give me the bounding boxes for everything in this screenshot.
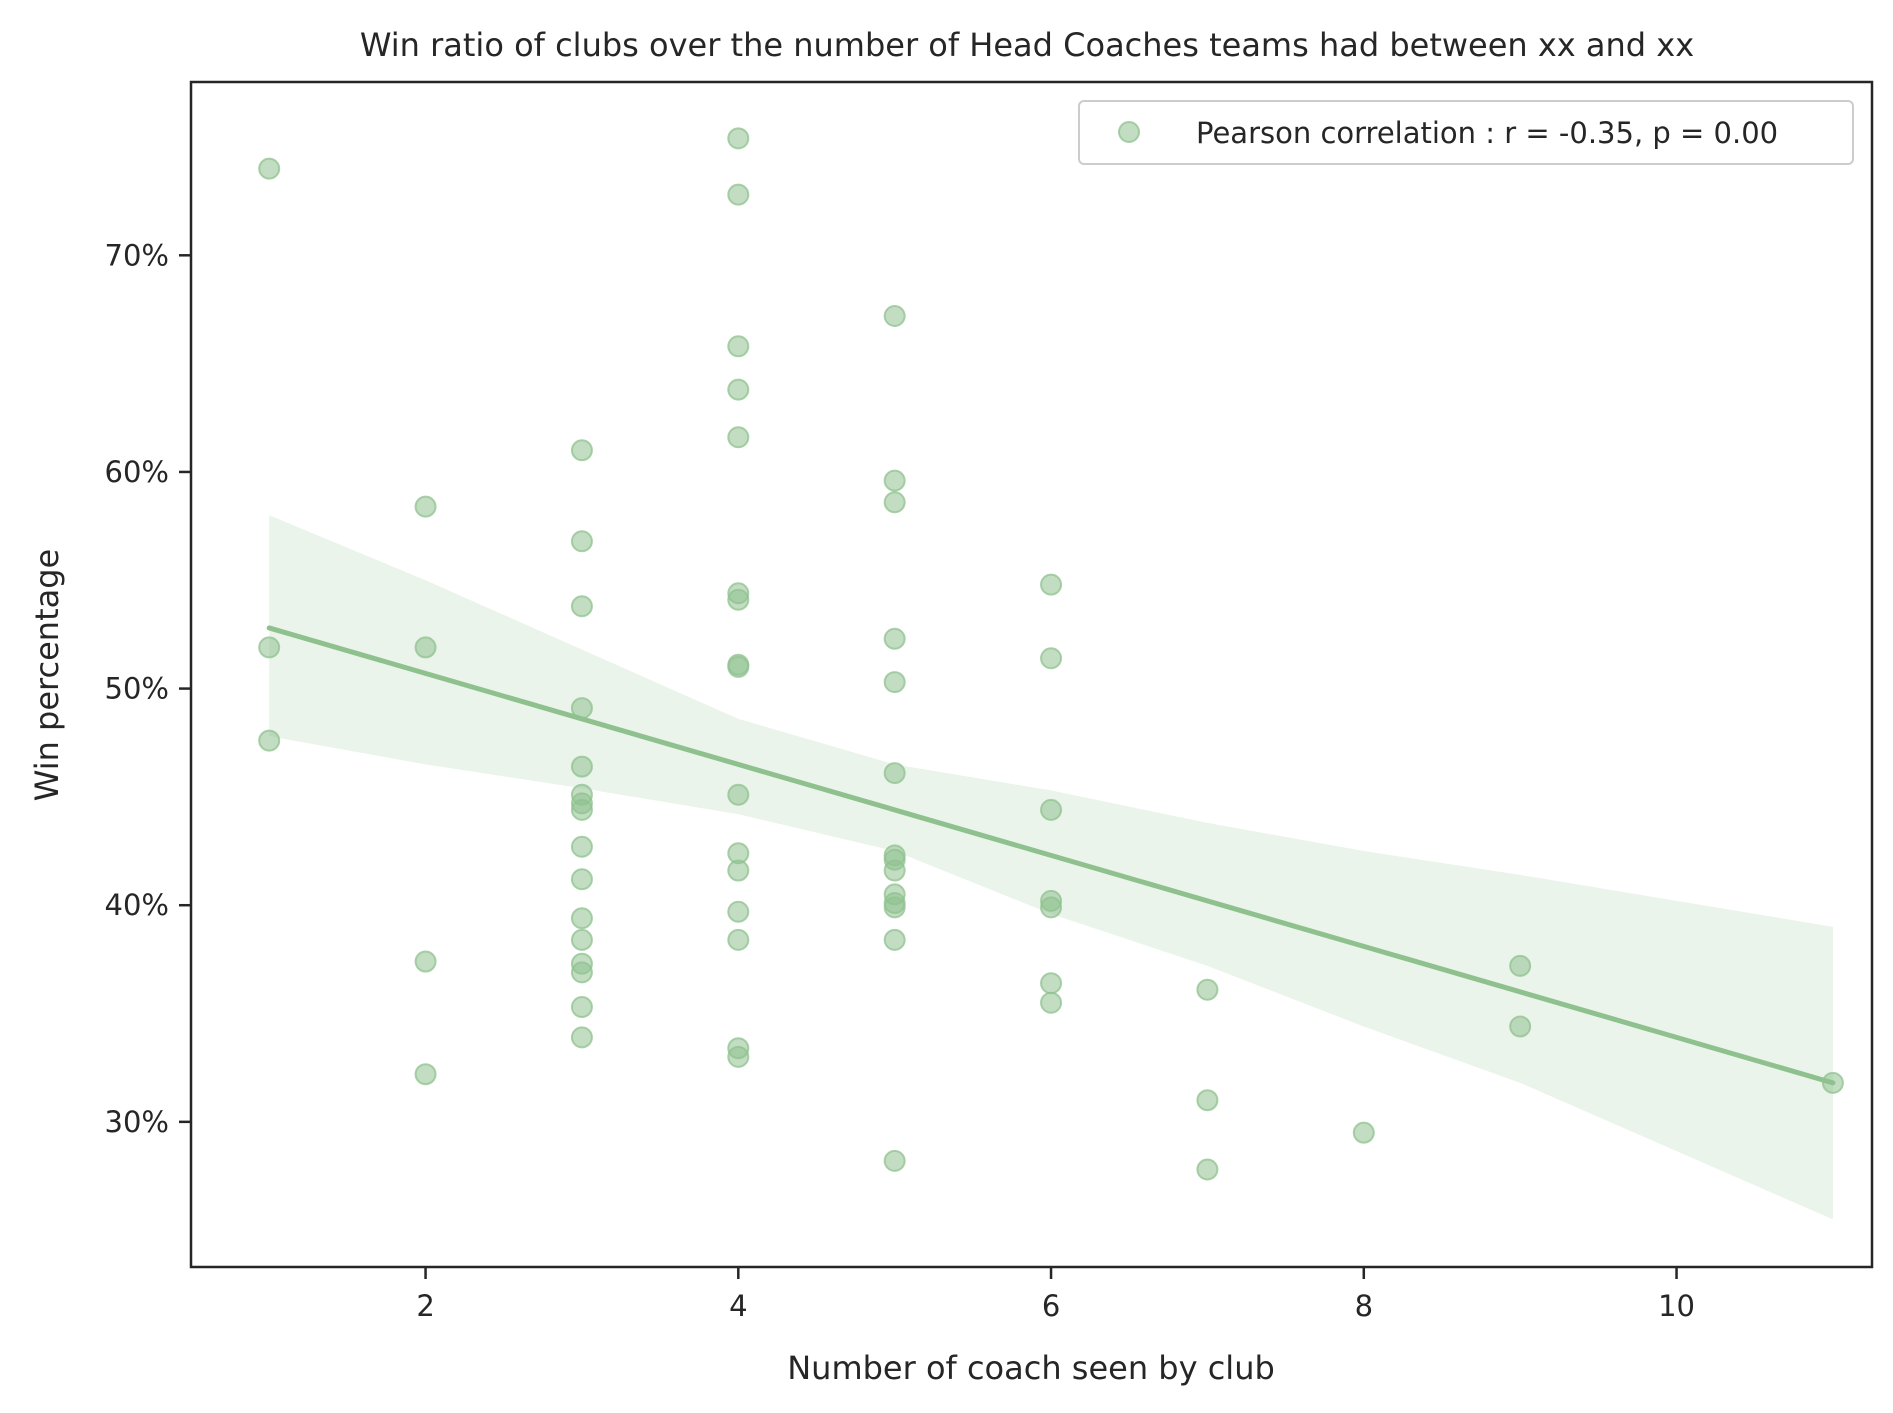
y-axis-label: Win percentage <box>28 549 66 801</box>
data-point <box>570 439 593 462</box>
data-point <box>414 636 437 659</box>
regression-line-layer <box>266 625 1836 1086</box>
data-point <box>727 900 750 923</box>
data-point <box>1196 978 1219 1001</box>
data-point <box>727 588 750 611</box>
data-point <box>1509 1015 1532 1038</box>
plot-area <box>189 80 1874 1269</box>
data-point <box>258 157 281 180</box>
data-point <box>883 762 906 785</box>
x-tick-label: 10 <box>1658 1289 1695 1323</box>
legend-box <box>1078 100 1854 165</box>
data-point <box>883 671 906 694</box>
data-point <box>1040 798 1063 821</box>
data-point <box>570 996 593 1019</box>
data-point <box>570 798 593 821</box>
data-point <box>727 335 750 358</box>
data-point <box>727 183 750 206</box>
regression-line <box>266 625 1836 1086</box>
data-point <box>727 859 750 882</box>
data-point <box>414 950 437 973</box>
data-point <box>1196 1089 1219 1112</box>
data-point <box>1040 991 1063 1014</box>
data-point <box>727 426 750 449</box>
data-point <box>883 491 906 514</box>
data-point <box>883 1149 906 1172</box>
data-point <box>570 530 593 553</box>
data-point <box>727 783 750 806</box>
x-tick-label: 4 <box>729 1289 747 1323</box>
y-tick-label: 70% <box>105 238 169 272</box>
data-point <box>727 127 750 150</box>
data-point <box>883 928 906 951</box>
x-tick-label: 8 <box>1355 1289 1373 1323</box>
data-point <box>883 304 906 327</box>
data-point <box>570 1026 593 1049</box>
data-point <box>414 1063 437 1086</box>
legend: Pearson correlation : r = -0.35, p = 0.0… <box>1078 100 1854 165</box>
data-point <box>1196 1158 1219 1181</box>
data-point <box>570 835 593 858</box>
data-point <box>883 859 906 882</box>
data-point <box>570 961 593 984</box>
data-point <box>570 928 593 951</box>
confidence-band <box>269 515 1833 1220</box>
x-axis: 2 4 6 8 10 <box>416 1267 1695 1323</box>
data-point <box>1821 1071 1844 1094</box>
y-tick-label: 40% <box>105 888 169 922</box>
data-point <box>883 896 906 919</box>
legend-marker <box>1118 121 1140 143</box>
data-point <box>883 469 906 492</box>
data-points-layer <box>258 127 1844 1181</box>
data-point <box>570 907 593 930</box>
y-tick-label: 30% <box>105 1105 169 1139</box>
x-axis-label: Number of coach seen by club <box>787 1349 1275 1387</box>
data-point <box>883 627 906 650</box>
x-tick-label: 2 <box>416 1289 434 1323</box>
plot-frame <box>189 80 1874 1269</box>
data-point <box>727 655 750 678</box>
data-point <box>1040 647 1063 670</box>
data-point <box>1040 896 1063 919</box>
data-point <box>727 1045 750 1068</box>
legend-entry: Pearson correlation : r = -0.35, p = 0.0… <box>1196 116 1778 150</box>
y-tick-label: 60% <box>105 455 169 489</box>
chart-title: Win ratio of clubs over the number of He… <box>360 26 1694 64</box>
data-point <box>727 928 750 951</box>
data-point <box>1509 954 1532 977</box>
data-point <box>1040 573 1063 596</box>
data-point <box>1352 1121 1375 1144</box>
data-point <box>414 495 437 518</box>
confidence-band-layer <box>269 515 1833 1220</box>
data-point <box>258 729 281 752</box>
data-point <box>1040 972 1063 995</box>
x-tick-label: 6 <box>1042 1289 1060 1323</box>
data-point <box>258 636 281 659</box>
y-axis: 30% 40% 50% 60% 70% <box>105 238 191 1139</box>
data-point <box>570 697 593 720</box>
data-point <box>570 755 593 778</box>
data-point <box>570 595 593 618</box>
data-point <box>727 378 750 401</box>
y-tick-label: 50% <box>105 672 169 706</box>
data-point <box>570 868 593 891</box>
